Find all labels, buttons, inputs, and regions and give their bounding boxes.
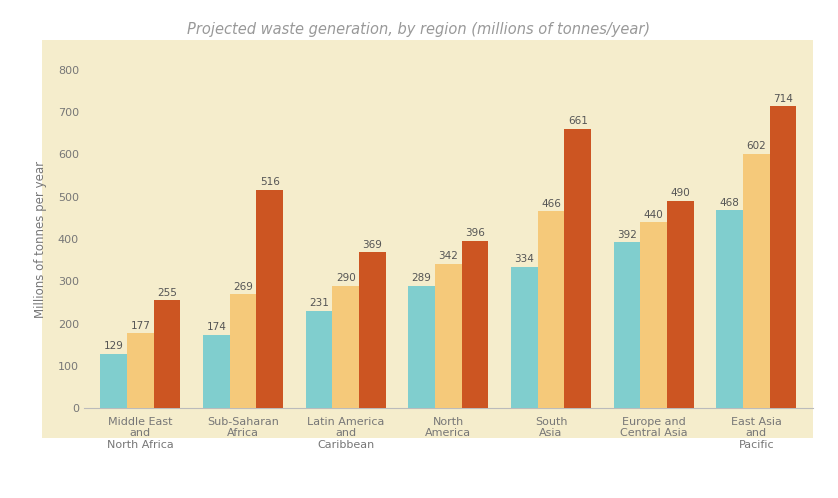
Text: 255: 255 (157, 288, 177, 298)
Bar (435, 263, 462, 408)
Bar (306, 311, 333, 408)
Text: 392: 392 (617, 230, 637, 240)
Bar (153, 300, 180, 408)
Text: 466: 466 (541, 199, 561, 209)
Text: 177: 177 (131, 321, 150, 331)
Bar (359, 252, 385, 408)
Text: 369: 369 (362, 240, 382, 249)
Bar (127, 334, 153, 408)
Y-axis label: Millions of tonnes per year: Millions of tonnes per year (34, 160, 47, 318)
Bar (333, 285, 359, 408)
Bar (101, 354, 127, 408)
Bar (640, 222, 667, 408)
Text: 602: 602 (747, 141, 766, 151)
Text: Projected waste generation, by region (millions of tonnes/year): Projected waste generation, by region (m… (188, 22, 650, 37)
Text: 231: 231 (309, 298, 328, 308)
Text: 661: 661 (568, 116, 587, 126)
Text: 714: 714 (773, 94, 793, 104)
Bar (203, 335, 230, 408)
Text: 516: 516 (260, 177, 280, 187)
Bar (770, 106, 796, 408)
Bar (716, 210, 743, 408)
Text: 174: 174 (206, 322, 226, 332)
Bar (667, 201, 694, 408)
Bar (230, 294, 256, 408)
Bar (743, 153, 770, 408)
Bar (538, 211, 564, 408)
Text: 468: 468 (720, 198, 740, 208)
Text: 342: 342 (438, 251, 458, 261)
Text: 440: 440 (644, 210, 664, 220)
Text: 289: 289 (411, 273, 432, 283)
Bar (256, 190, 283, 408)
Text: 334: 334 (515, 254, 535, 264)
Bar (408, 286, 435, 408)
Bar (564, 128, 591, 408)
Text: 396: 396 (465, 228, 485, 238)
Text: 129: 129 (104, 341, 123, 351)
Text: 290: 290 (336, 273, 355, 283)
Text: 269: 269 (233, 282, 253, 292)
Bar (613, 243, 640, 408)
Text: 490: 490 (670, 188, 691, 198)
Bar (462, 241, 489, 408)
Bar (511, 267, 538, 408)
